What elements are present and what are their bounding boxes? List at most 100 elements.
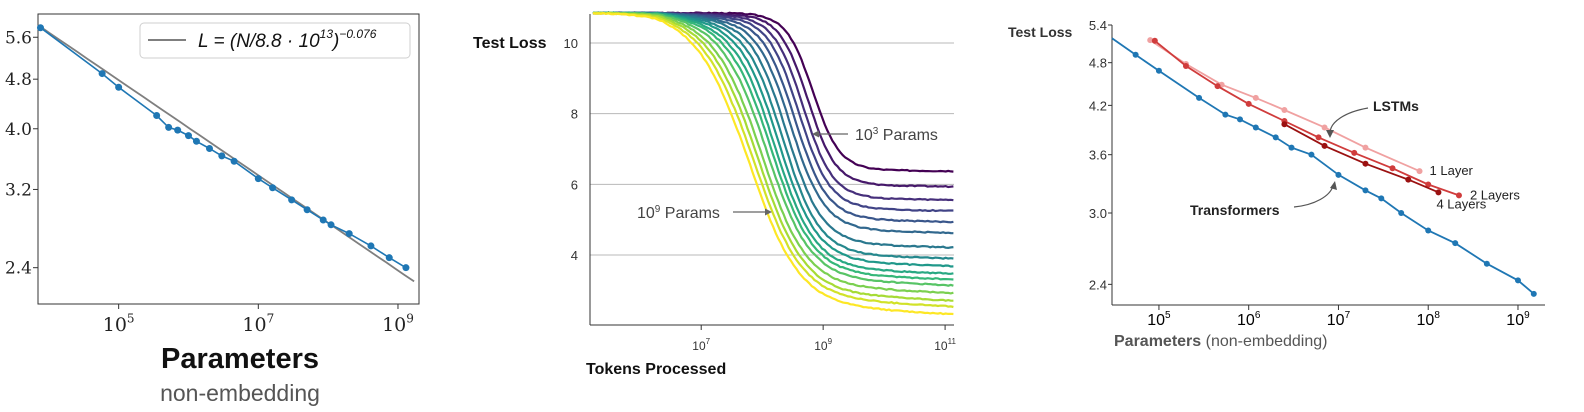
y-tick-label: 3.2 <box>5 180 32 200</box>
data-point <box>1351 149 1358 156</box>
y-ticks-2: 4 6 8 10 <box>564 36 578 263</box>
chart-panel-1: 5.64.84.03.22.4 105 107 109 L = (N/8.8 · 1… <box>5 13 420 406</box>
fit-line <box>39 26 415 283</box>
y-tick-label: 10 <box>564 36 578 51</box>
loss-curve <box>592 11 954 287</box>
y-ticks-3: 5.4 4.8 4.2 3.6 3.0 2.4 <box>1089 18 1112 292</box>
data-point <box>1252 124 1259 131</box>
data-point <box>1281 106 1288 113</box>
data-point <box>1308 151 1315 158</box>
y-tick-label: 2.4 <box>5 259 32 279</box>
series-line <box>1149 39 1420 172</box>
y-tick-label: 3.0 <box>1089 206 1107 221</box>
data-point <box>1425 227 1432 234</box>
x-tick-label-base: 10 <box>1147 312 1165 329</box>
x-axis-label-2: Tokens Processed <box>586 361 726 378</box>
x-tick-label: 109 <box>814 337 832 353</box>
y-tick-label: 5.6 <box>5 28 32 48</box>
data-point <box>1321 142 1328 149</box>
data-point <box>1315 134 1322 141</box>
annotation-2-exp: 9 <box>655 204 661 215</box>
loss-curve <box>592 11 954 309</box>
annotation-arrowhead-2 <box>765 208 772 216</box>
loss-curve <box>592 11 954 281</box>
data-series-1 <box>36 24 410 272</box>
x-axis-label-3: Parameters (non-embedding) <box>1114 333 1327 350</box>
data-point <box>1483 260 1490 267</box>
data-point <box>1425 181 1432 188</box>
lstm-annotation-arrowhead <box>1326 130 1334 138</box>
y-axis-label-2: Test Loss <box>473 35 547 52</box>
transformer-annotation-arrow <box>1293 185 1334 208</box>
series-line <box>1283 123 1439 194</box>
x-tick-label: 1011 <box>934 337 956 353</box>
x-tick-label: 108 <box>1417 310 1441 329</box>
x-tick-label-exp: 9 <box>406 311 414 325</box>
loss-curve <box>592 11 954 189</box>
data-point <box>1416 168 1423 175</box>
annotation-large-model: 109 Params <box>637 204 772 222</box>
y-tick-label: 4.8 <box>5 70 32 90</box>
data-point <box>1147 37 1154 44</box>
x-tick-label-base: 10 <box>242 314 266 336</box>
loss-curve <box>592 11 954 302</box>
y-tick-label: 2.4 <box>1089 277 1107 292</box>
data-point <box>1132 51 1139 58</box>
annotation-arrowhead-1 <box>812 130 819 138</box>
data-point <box>254 175 262 183</box>
data-point <box>367 242 375 250</box>
data-point <box>1362 144 1369 151</box>
data-point <box>165 123 173 131</box>
data-point <box>402 264 410 272</box>
y-tick-label: 3.6 <box>1089 148 1107 163</box>
x-axis-label-3-main: Parameters <box>1114 333 1201 350</box>
series-line <box>1154 40 1460 197</box>
legend-label: L = (N/8.8 · 1013)−0.076 <box>198 27 377 52</box>
y-tick-label: 4.8 <box>1089 56 1107 71</box>
data-point <box>1455 192 1462 199</box>
x-tick-label-exp: 7 <box>1345 310 1351 321</box>
data-point <box>184 132 192 140</box>
data-point <box>1398 209 1405 216</box>
x-tick-label-base: 10 <box>382 314 406 336</box>
x-axis-label-1: Parameters <box>161 343 319 375</box>
data-point <box>153 111 161 119</box>
data-point <box>269 184 277 192</box>
x-tick-label-exp: 8 <box>1434 310 1440 321</box>
x-axis-sublabel-1: non-embedding <box>160 380 320 406</box>
data-point <box>288 196 296 204</box>
power-law-fit-line <box>39 26 415 283</box>
data-point <box>1362 187 1369 194</box>
chart-panel-3: 5.44.84.23.63.02.4 105 106 107 108 109 Test … <box>1008 18 1545 350</box>
data-point <box>1151 37 1158 44</box>
legend-label-prefix: L = (N/8.8 · 10 <box>198 31 320 52</box>
data-point <box>345 230 353 238</box>
annotation-1-rest: Params <box>878 127 938 144</box>
data-point <box>1321 124 1328 131</box>
data-point <box>98 70 106 78</box>
x-tick-label-base: 10 <box>1327 312 1345 329</box>
data-point <box>206 144 214 152</box>
data-point <box>1288 144 1295 151</box>
data-point <box>218 152 226 160</box>
series-label: 2 Layers <box>1470 187 1520 202</box>
annotation-1-base: 10 <box>855 127 873 144</box>
annotation-1-exp: 3 <box>873 126 879 137</box>
data-point <box>1155 67 1162 74</box>
data-point <box>1245 100 1252 107</box>
legend-1: L = (N/8.8 · 1013)−0.076 <box>139 22 411 59</box>
annotation-label-2: 109 Params <box>637 204 720 222</box>
x-tick-label-base: 10 <box>1417 312 1435 329</box>
x-tick-label-exp: 6 <box>1255 310 1261 321</box>
data-point <box>1452 240 1459 247</box>
data-point <box>115 83 123 91</box>
data-point <box>1281 121 1288 128</box>
x-tick-label: 107 <box>1327 310 1351 329</box>
plot-frame-1 <box>37 13 420 305</box>
x-tick-label-base: 10 <box>1237 312 1255 329</box>
legend-box <box>139 22 411 59</box>
x-tick-label: 107 <box>692 337 710 353</box>
x-tick-label-base: 10 <box>692 339 706 353</box>
y-ticks-1: 5.6 4.8 4.0 3.2 2.4 <box>5 28 38 279</box>
